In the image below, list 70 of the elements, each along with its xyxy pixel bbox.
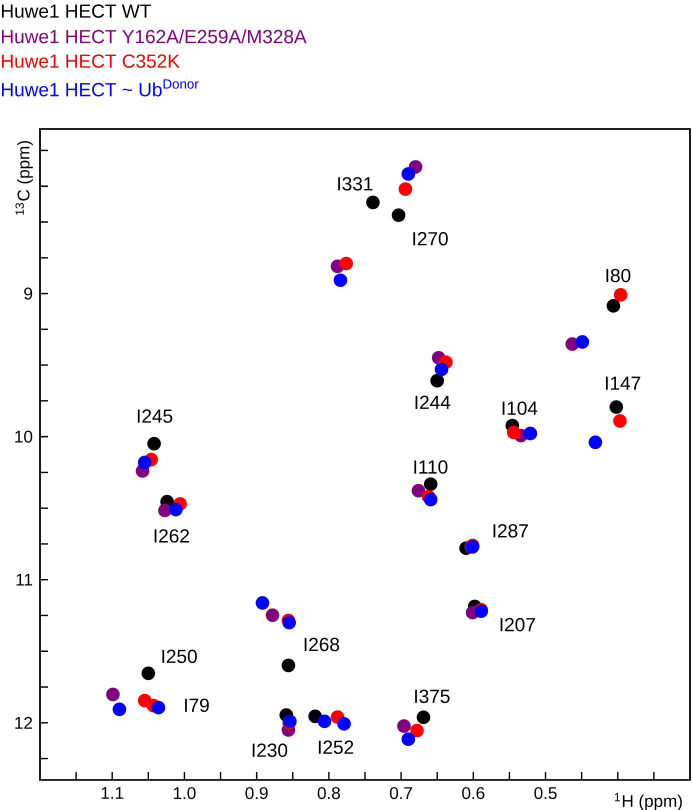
annotation: I262 (154, 529, 189, 543)
point (112, 702, 126, 716)
annotation: I252 (318, 740, 354, 754)
annotation: I244 (416, 396, 450, 409)
point (158, 504, 172, 518)
y-tick-label: 9 (24, 288, 32, 300)
point (410, 724, 424, 738)
text: Huwe1 HECT Y162A/E259A/M328A (2, 29, 307, 44)
point (524, 426, 538, 440)
annotation: I104 (502, 401, 538, 415)
point (506, 426, 521, 440)
x-tick-label: 0.9 (245, 787, 268, 800)
point (606, 299, 620, 313)
x-tick-label: 1.0 (174, 787, 196, 800)
x-tick-label: 0.5 (534, 787, 557, 800)
y-tick-label: 10 (15, 430, 32, 443)
x-tick-label: 1.1 (102, 787, 124, 799)
text: Huwe1 HECT ~ Ub$^{Donor}$ (2, 79, 198, 96)
annotation: I268 (304, 638, 340, 652)
annotation: I79 (185, 698, 209, 712)
x-axis-title: $^{1}$H (ppm) (614, 793, 682, 810)
point (318, 714, 332, 728)
x-tick-label: 0.6 (462, 787, 484, 800)
point (402, 732, 416, 746)
point (424, 477, 438, 491)
annotation: I207 (500, 618, 535, 632)
point (392, 208, 406, 222)
point (424, 492, 438, 506)
annotation: I245 (138, 409, 172, 423)
point (138, 456, 152, 470)
y-tick-label: 11 (16, 574, 32, 586)
point (282, 658, 296, 672)
annotation: I331 (338, 177, 372, 191)
point (339, 256, 354, 270)
point (430, 374, 444, 388)
point (397, 719, 411, 733)
point (402, 167, 416, 181)
point (337, 716, 351, 731)
point (168, 502, 183, 516)
y-axis-title: $^{13}$C (ppm) (15, 141, 33, 215)
point (152, 700, 166, 714)
annotation: I110 (414, 460, 448, 474)
x-tick-label: 0.7 (390, 787, 412, 800)
x-tick-label: 0.8 (318, 787, 340, 800)
point (614, 288, 628, 302)
point (398, 182, 412, 196)
text: Huwe1 HECT C352K (2, 54, 180, 68)
y-tick-label: 12 (15, 716, 32, 729)
point (412, 484, 426, 498)
annotation: I147 (606, 376, 640, 390)
point (416, 710, 430, 724)
annotation: I287 (494, 524, 528, 538)
point (106, 688, 120, 702)
annotation: I230 (252, 744, 288, 757)
point (434, 362, 448, 376)
point (366, 196, 380, 210)
annotation: I250 (162, 650, 197, 664)
point (147, 436, 161, 450)
annotation: I375 (415, 690, 450, 704)
text: Huwe1 HECT WT (2, 4, 151, 18)
point (266, 608, 280, 622)
annotation: I270 (413, 232, 448, 246)
point (613, 414, 627, 428)
point (588, 436, 602, 450)
point (256, 596, 270, 610)
point (334, 273, 348, 288)
point (576, 335, 590, 349)
point (142, 666, 156, 680)
point (610, 400, 624, 414)
annotation: I80 (606, 268, 630, 282)
